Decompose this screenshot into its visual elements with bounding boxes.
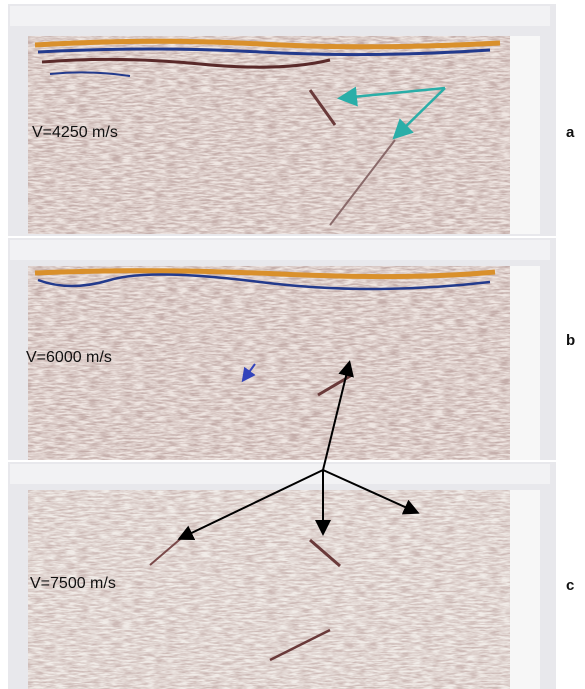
header-bar <box>10 240 550 260</box>
panel-c: V=7500 m/s c <box>8 462 574 689</box>
panel-label: b <box>566 332 575 349</box>
time-axis <box>510 266 540 460</box>
panel-label: c <box>566 577 574 594</box>
panel-a: V=4250 m/s a <box>8 4 575 236</box>
velocity-label: V=6000 m/s <box>26 349 112 366</box>
time-axis <box>510 36 540 234</box>
header-bar <box>10 6 550 26</box>
time-axis <box>510 490 540 689</box>
velocity-label: V=7500 m/s <box>30 575 116 592</box>
header-bar <box>10 464 550 484</box>
figure: V=4250 m/s a V=6000 m/s b V=7500 m/s c <box>0 0 585 689</box>
page: V=4250 m/s a V=6000 m/s b V=7500 m/s c (… <box>0 0 585 689</box>
panel-label: a <box>566 124 575 141</box>
velocity-label: V=4250 m/s <box>32 124 118 141</box>
panel-b: V=6000 m/s b <box>8 238 575 460</box>
